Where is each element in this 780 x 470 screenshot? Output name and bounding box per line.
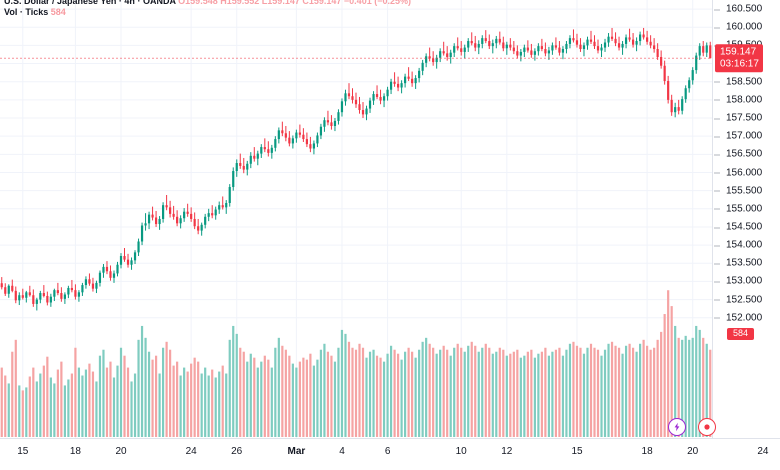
price-tick-label: 158.500 — [726, 76, 763, 88]
current-price-badge[interactable]: 159.147 03:16:17 — [715, 44, 763, 72]
price-tick-153-000: 153.000 — [713, 276, 780, 287]
price-tick-dash — [714, 27, 720, 29]
price-tick-152-000: 152.000 — [713, 312, 780, 323]
time-tick-26: 26 — [231, 446, 243, 457]
price-tick-label: 160.000 — [726, 21, 763, 33]
record-dot-icon[interactable] — [698, 418, 716, 436]
price-tick-label: 157.500 — [726, 112, 763, 124]
price-tick-dash — [714, 299, 720, 301]
lightning-bolt-glyph — [674, 422, 680, 432]
price-tick-dash — [714, 154, 720, 156]
price-axis[interactable]: 160.500160.000159.500158.500158.000157.5… — [712, 0, 780, 438]
time-axis[interactable]: 15 18 20 24 26 Mar 4 6 10 12 15 18 20 24 — [0, 438, 780, 470]
price-tick-154-000: 154.000 — [713, 240, 780, 251]
current-price-value: 159.147 — [720, 46, 757, 58]
price-tick-label: 154.000 — [726, 239, 763, 251]
time-tick-15: 15 — [17, 446, 29, 457]
price-tick-155-000: 155.000 — [713, 203, 780, 214]
price-tick-156-000: 156.000 — [713, 167, 780, 178]
price-tick-label: 154.500 — [726, 221, 763, 233]
price-tick-154-500: 154.500 — [713, 222, 780, 233]
price-tick-153-500: 153.500 — [713, 258, 780, 269]
price-tick-label: 156.000 — [726, 167, 763, 178]
record-dot-glyph — [704, 424, 710, 430]
time-tick-18: 18 — [641, 446, 653, 457]
price-tick-label: 153.500 — [726, 257, 763, 269]
price-tick-dash — [714, 245, 720, 247]
price-tick-dash — [714, 317, 720, 319]
price-tick-label: 152.500 — [726, 294, 763, 306]
price-tick-dash — [714, 9, 720, 11]
price-tick-157-500: 157.500 — [713, 113, 780, 124]
price-tick-dash — [714, 136, 720, 138]
chart-icon-group — [668, 418, 716, 436]
price-tick-label: 152.000 — [726, 312, 763, 324]
price-tick-label: 155.000 — [726, 203, 763, 215]
time-tick-24: 24 — [757, 446, 769, 457]
time-tick-mar: Mar — [287, 446, 306, 457]
price-tick-156-500: 156.500 — [713, 149, 780, 160]
price-tick-157-000: 157.000 — [713, 131, 780, 142]
price-tick-label: 160.500 — [726, 3, 763, 15]
time-tick-20: 20 — [115, 446, 127, 457]
price-tick-dash — [714, 190, 720, 192]
time-tick-12: 12 — [501, 446, 513, 457]
price-tick-160-500: 160.500 — [713, 4, 780, 15]
price-tick-dash — [714, 172, 720, 174]
volume-axis-badge[interactable]: 584 — [727, 327, 755, 340]
price-tick-label: 156.500 — [726, 148, 763, 160]
price-tick-dash — [714, 208, 720, 210]
price-tick-155-500: 155.500 — [713, 185, 780, 196]
lightning-bolt-icon[interactable] — [668, 418, 686, 436]
price-tick-label: 158.000 — [726, 94, 763, 106]
price-tick-dash — [714, 227, 720, 228]
price-tick-160-000: 160.000 — [713, 22, 780, 33]
time-tick-20: 20 — [687, 446, 699, 457]
price-tick-158-500: 158.500 — [713, 76, 780, 87]
price-tick-dash — [714, 263, 720, 265]
price-tick-dash — [714, 81, 720, 83]
time-tick-4: 4 — [339, 446, 345, 457]
time-tick-10: 10 — [455, 446, 467, 457]
price-tick-dash — [714, 281, 720, 283]
time-tick-15: 15 — [571, 446, 583, 457]
price-tick-label: 157.000 — [726, 130, 763, 142]
price-tick-dash — [714, 99, 720, 101]
price-tick-label: 153.000 — [726, 275, 763, 287]
price-tick-dash — [714, 118, 720, 119]
bar-countdown: 03:16:17 — [720, 57, 759, 69]
price-tick-152-500: 152.500 — [713, 294, 780, 305]
chart-plot-area[interactable] — [0, 0, 712, 438]
price-tick-158-000: 158.000 — [713, 94, 780, 105]
price-tick-label: 155.500 — [726, 185, 763, 197]
time-tick-6: 6 — [384, 446, 391, 457]
time-tick-18: 18 — [69, 446, 81, 457]
chart-canvas[interactable] — [0, 0, 712, 438]
time-tick-24: 24 — [185, 446, 197, 457]
